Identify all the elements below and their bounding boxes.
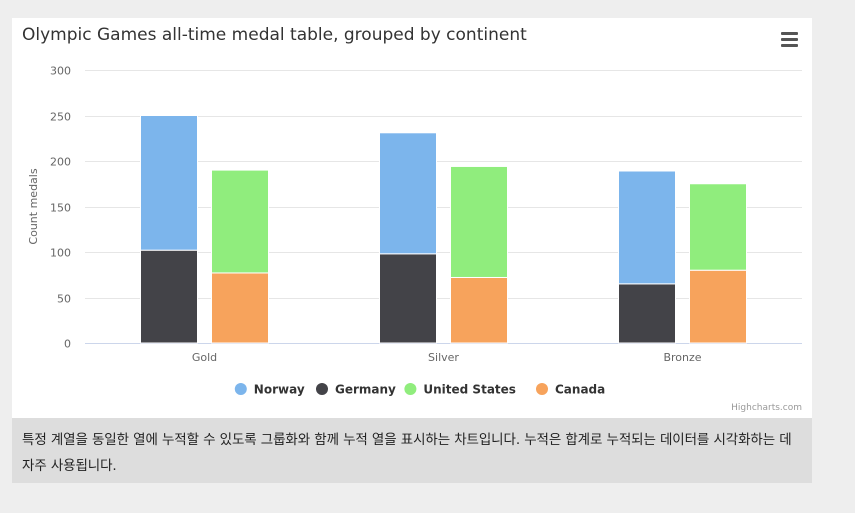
legend-item-canada[interactable]: Canada: [555, 383, 605, 397]
y-tick-label: 100: [50, 247, 71, 260]
y-tick-label: 0: [64, 338, 71, 351]
bar-canada: [689, 269, 747, 344]
bar-canada: [450, 276, 508, 344]
description-text: 특정 계열을 동일한 열에 누적할 수 있도록 그룹화와 함께 누적 열을 표시…: [22, 432, 792, 474]
y-tick-label: 150: [50, 202, 71, 215]
y-tick-label: 250: [50, 111, 71, 124]
legend-marker-canada: [536, 383, 548, 395]
x-tick-label: Gold: [192, 351, 217, 364]
legend-item-norway[interactable]: Norway: [254, 383, 305, 397]
y-tick-label: 200: [50, 156, 71, 169]
legend-item-united-states[interactable]: United States: [423, 383, 516, 397]
y-tick-label: 300: [50, 65, 71, 78]
bar-united-states: [211, 169, 269, 274]
x-tick-label: Bronze: [663, 351, 701, 364]
bar-united-states: [450, 165, 508, 278]
y-tick-label: 50: [57, 293, 71, 306]
chart-svg: 0 50 100 150 200 250 300 Count medals Gold Silver…: [27, 65, 802, 397]
bar-norway: [379, 132, 437, 255]
chart-description: 특정 계열을 동일한 열에 누적할 수 있도록 그룹화와 함께 누적 열을 표시…: [12, 418, 812, 483]
legend-marker-norway: [234, 383, 247, 395]
y-axis-title: Count medals: [27, 168, 40, 244]
bar-germany: [379, 253, 437, 344]
bar-canada: [211, 272, 269, 344]
hamburger-menu-icon[interactable]: [781, 32, 801, 50]
bar-germany: [618, 283, 676, 344]
bar-norway: [140, 115, 198, 251]
chart-title: Olympic Games all-time medal table, grou…: [22, 25, 527, 45]
chart-container: 0 50 100 150 200 250 300 Count medals Gold Silver…: [12, 18, 812, 418]
bar-norway: [618, 170, 676, 285]
legend-item-germany[interactable]: Germany: [335, 383, 396, 397]
bar-germany: [140, 249, 198, 344]
credits-link[interactable]: Highcharts.com: [731, 403, 802, 413]
legend-marker-united-states: [404, 383, 417, 395]
bar-united-states: [689, 183, 747, 271]
x-tick-label: Silver: [428, 351, 459, 364]
legend-marker-germany: [316, 383, 328, 395]
